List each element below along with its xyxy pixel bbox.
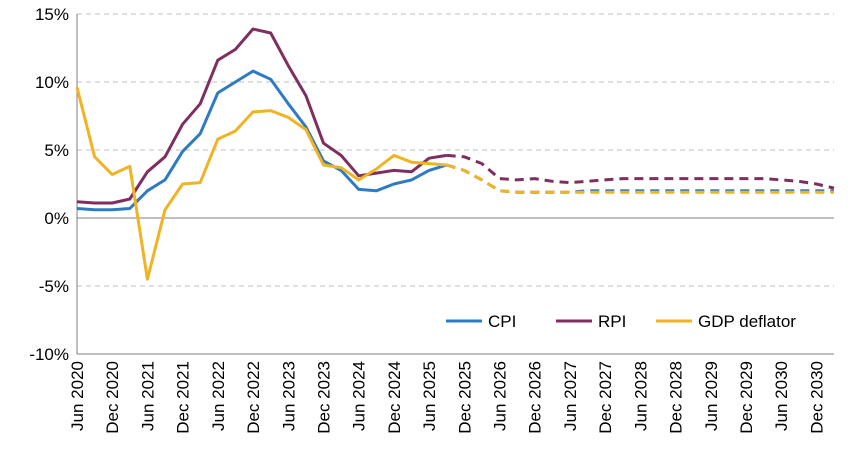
series-line-forecast — [446, 163, 834, 194]
x-tick-label: Dec 2021 — [174, 361, 193, 434]
x-tick-label: Jun 2023 — [279, 361, 298, 431]
x-tick-labels: Jun 2020 Dec 2020 Jun 2021 Dec 2021 Jun 2022… — [68, 361, 826, 434]
x-tick-label: Dec 2024 — [385, 361, 404, 434]
x-tick-label: Jun 2027 — [561, 361, 580, 431]
legend-label: RPI — [598, 312, 626, 331]
x-tick-label: Dec 2027 — [596, 361, 615, 434]
x-tick-label: Jun 2026 — [491, 361, 510, 431]
y-tick-label: 15% — [35, 5, 69, 24]
x-tick-label: Dec 2026 — [526, 361, 545, 434]
x-tick-label: Dec 2022 — [244, 361, 263, 434]
series-line-forecast — [446, 153, 835, 190]
legend-label: GDP deflator — [698, 312, 796, 331]
y-tick-labels: 15% 10% 5% 0% -5% -10% — [29, 5, 69, 364]
x-tick-label: Jun 2021 — [138, 361, 157, 431]
x-tick-label: Dec 2028 — [667, 361, 686, 434]
x-tick-label: Jun 2022 — [209, 361, 228, 431]
x-tick-label: Jun 2029 — [702, 361, 721, 431]
x-tick-label: Jun 2020 — [68, 361, 87, 431]
x-tick-label: Dec 2030 — [807, 361, 826, 434]
x-tick-label: Dec 2025 — [455, 361, 474, 434]
gridlines — [77, 13, 834, 287]
series-lines — [75, 27, 835, 281]
y-tick-label: 5% — [44, 141, 69, 160]
series-line-actual — [75, 87, 447, 281]
y-tick-label: 0% — [44, 209, 69, 228]
legend-label: CPI — [488, 312, 516, 331]
x-tick-label: Dec 2023 — [314, 361, 333, 434]
x-tick-label: Jun 2030 — [772, 361, 791, 431]
x-tick-label: Jun 2028 — [631, 361, 650, 431]
series-line-actual — [76, 69, 448, 212]
legend: CPI RPI GDP deflator — [446, 312, 796, 331]
x-tick-label: Jun 2024 — [350, 361, 369, 431]
y-tick-label: -5% — [39, 277, 69, 296]
y-tick-label: 10% — [35, 73, 69, 92]
x-tick-label: Dec 2020 — [103, 361, 122, 434]
series-line-actual — [76, 27, 447, 205]
x-tick-label: Jun 2025 — [420, 361, 439, 431]
y-tick-label: -10% — [29, 345, 69, 364]
x-tick-label: Dec 2029 — [737, 361, 756, 434]
axes — [76, 14, 834, 355]
